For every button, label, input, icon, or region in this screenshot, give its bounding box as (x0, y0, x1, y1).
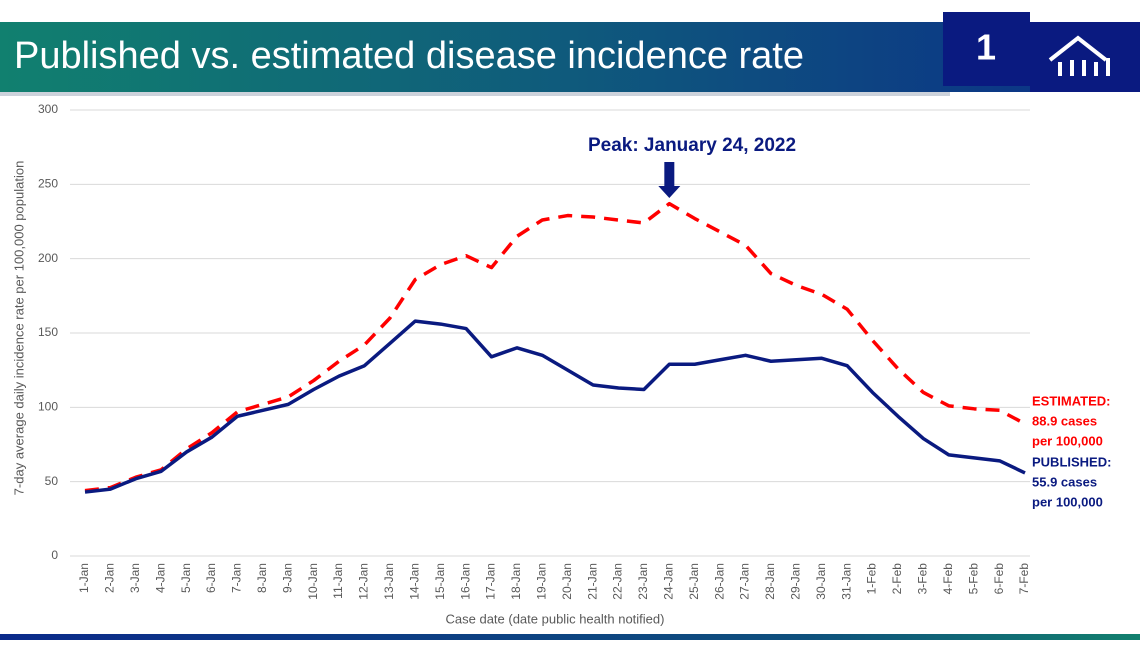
x-tick-label: 13-Jan (382, 563, 396, 600)
x-tick-label: 17-Jan (484, 563, 498, 600)
y-tick-label: 100 (38, 400, 58, 414)
x-tick-label: 4-Feb (941, 563, 955, 595)
x-axis-label: Case date (date public health notified) (446, 611, 665, 626)
x-tick-label: 11-Jan (331, 563, 345, 599)
x-tick-label: 30-Jan (814, 563, 828, 600)
x-tick-label: 6-Feb (992, 563, 1006, 595)
y-tick-label: 250 (38, 177, 58, 191)
x-tick-label: 7-Jan (230, 563, 244, 593)
end-label: ESTIMATED: (1032, 393, 1110, 408)
y-tick-label: 50 (45, 474, 59, 488)
x-tick-label: 2-Feb (890, 563, 904, 595)
logo (1048, 35, 1110, 76)
end-label: per 100,000 (1032, 494, 1103, 509)
x-tick-label: 12-Jan (357, 563, 371, 600)
series-line (84, 201, 1026, 493)
x-tick-label: 6-Jan (204, 563, 218, 593)
x-tick-label: 31-Jan (839, 563, 853, 600)
logo-box (1030, 22, 1140, 92)
peak-arrow (658, 162, 681, 198)
x-tick-label: 10-Jan (306, 563, 320, 600)
end-label: PUBLISHED: (1032, 454, 1111, 469)
x-tick-label: 9-Jan (280, 563, 294, 593)
end-label: per 100,000 (1032, 433, 1103, 448)
y-tick-label: 150 (38, 325, 58, 339)
peak-annotation: Peak: January 24, 2022 (588, 135, 796, 156)
footer-stripe (0, 634, 1140, 640)
x-tick-label: 29-Jan (789, 563, 803, 600)
x-tick-label: 18-Jan (509, 563, 523, 600)
x-tick-label: 22-Jan (611, 563, 625, 600)
series-line (84, 319, 1026, 494)
x-tick-label: 5-Feb (966, 563, 980, 595)
end-label: 88.9 cases (1032, 413, 1097, 428)
x-tick-label: 4-Jan (153, 563, 167, 593)
x-tick-label: 26-Jan (712, 563, 726, 600)
x-tick-label: 20-Jan (560, 563, 574, 600)
x-tick-label: 2-Jan (103, 563, 117, 593)
x-tick-label: 25-Jan (687, 563, 701, 600)
x-tick-label: 21-Jan (585, 563, 599, 600)
x-tick-label: 1-Feb (865, 563, 879, 595)
y-axis-label: 7-day average daily incidence rate per 1… (11, 161, 26, 496)
x-tick-label: 16-Jan (458, 563, 472, 600)
x-tick-label: 3-Jan (128, 563, 142, 593)
x-tick-label: 3-Feb (916, 563, 930, 595)
end-label: 55.9 cases (1032, 474, 1097, 489)
x-tick-label: 7-Feb (1017, 563, 1031, 595)
y-tick-label: 200 (38, 251, 58, 265)
y-tick-label: 300 (38, 102, 58, 116)
x-tick-label: 14-Jan (407, 563, 421, 600)
x-tick-label: 1-Jan (77, 563, 91, 593)
x-tick-label: 28-Jan (763, 563, 777, 600)
x-tick-label: 15-Jan (433, 563, 447, 600)
x-tick-label: 24-Jan (661, 563, 675, 600)
y-tick-label: 0 (51, 548, 58, 562)
x-tick-label: 5-Jan (179, 563, 193, 593)
header-shadow (0, 92, 950, 96)
badge (943, 12, 1030, 86)
badge-number: 1 (976, 27, 996, 68)
x-tick-label: 27-Jan (738, 563, 752, 600)
x-tick-label: 23-Jan (636, 563, 650, 600)
x-tick-label: 8-Jan (255, 563, 269, 593)
x-tick-label: 19-Jan (534, 563, 548, 600)
slide-title: Published vs. estimated disease incidenc… (14, 35, 804, 77)
